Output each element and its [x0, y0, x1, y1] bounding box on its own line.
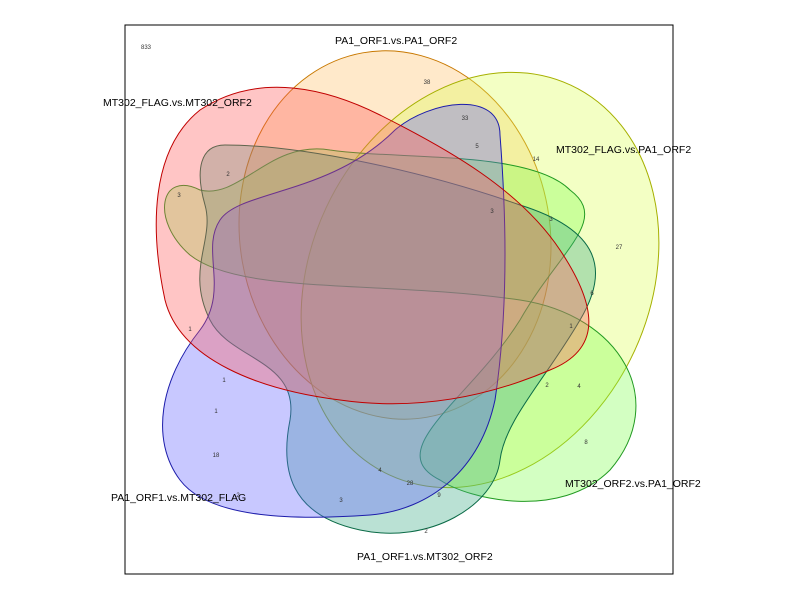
- region-count: 6: [590, 291, 594, 297]
- region-count: 2: [545, 383, 549, 389]
- region-count: 2: [424, 529, 428, 535]
- region-count: 9: [437, 493, 441, 499]
- set-label-pa1-orf1-vs-mt302-orf2: PA1_ORF1.vs.MT302_ORF2: [357, 551, 493, 563]
- region-count: 1: [188, 327, 192, 333]
- region-count: 38: [424, 80, 431, 86]
- region-count: 1: [569, 324, 573, 330]
- region-count: 3: [177, 193, 181, 199]
- set-shape-pa1-orf1-vs-pa1-orf2: [238, 50, 552, 420]
- set-label-mt302-flag-vs-mt302-orf2: MT302_FLAG.vs.MT302_ORF2: [103, 97, 252, 109]
- region-count: 1: [222, 378, 226, 384]
- set-label-pa1-orf1-vs-mt302-flag: PA1_ORF1.vs.MT302_FLAG: [111, 492, 246, 504]
- set-shape-mt302-flag-vs-mt302-orf2: [155, 86, 590, 405]
- plot-border: [124, 24, 674, 575]
- set-shape-pa1-orf1-vs-mt302-flag: [162, 103, 506, 518]
- set-shape-mt302-flag-vs-pa1-orf2: [300, 71, 660, 489]
- outside-count: 833: [141, 45, 152, 51]
- region-count: 8: [584, 440, 588, 446]
- region-count: 3: [549, 217, 553, 223]
- region-count: 5: [475, 144, 479, 150]
- set-label-mt302-flag-vs-pa1-orf2: MT302_FLAG.vs.PA1_ORF2: [556, 144, 691, 156]
- region-count: 4: [577, 384, 581, 390]
- set-shape-pa1-orf1-vs-mt302-orf2: [199, 144, 596, 534]
- region-count: 28: [407, 481, 414, 487]
- region-count: 33: [462, 116, 469, 122]
- region-count: 1: [214, 409, 218, 415]
- set-label-mt302-orf2-vs-pa1-orf2: MT302_ORF2.vs.PA1_ORF2: [565, 478, 701, 490]
- region-count: 18: [213, 453, 220, 459]
- region-count: 3: [339, 498, 343, 504]
- region-count: 3: [490, 209, 494, 215]
- region-count: 14: [533, 157, 540, 163]
- region-count: 2: [226, 172, 230, 178]
- region-count: 2: [236, 493, 240, 499]
- region-count: 27: [616, 245, 623, 251]
- set-shape-mt302-orf2-vs-pa1-orf2: [164, 148, 637, 502]
- region-count: 4: [378, 468, 382, 474]
- set-label-pa1-orf1-vs-pa1-orf2: PA1_ORF1.vs.PA1_ORF2: [335, 35, 457, 47]
